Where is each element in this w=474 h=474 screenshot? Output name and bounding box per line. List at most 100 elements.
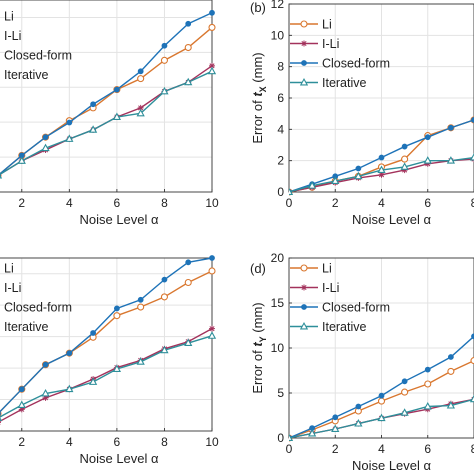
data-point-closed-form — [113, 305, 120, 312]
data-point-iterative — [331, 176, 340, 184]
data-point-iterative — [377, 165, 386, 174]
legend-marker-closed-form — [301, 60, 307, 66]
data-point-li — [137, 75, 145, 83]
data-point-iterative — [136, 357, 145, 365]
data-point-closed-form — [137, 296, 144, 303]
data-point-iterative — [377, 413, 386, 422]
data-point-li — [447, 367, 455, 375]
data-point-closed-form — [401, 143, 408, 150]
x-tick-label: 2 — [18, 196, 25, 210]
series-line-closed-form — [0, 12, 213, 175]
data-point-closed-form — [161, 276, 168, 283]
x-tick-label: 4 — [66, 196, 73, 210]
legend-label-iterative: Iterative — [322, 320, 367, 334]
data-point-iterative — [112, 364, 122, 372]
data-point-iterative — [400, 408, 409, 416]
data-point-closed-form — [424, 134, 431, 141]
data-point-li — [160, 56, 168, 64]
legend-label-iterative: Iterative — [4, 68, 49, 82]
data-point-iterative — [289, 187, 294, 195]
x-tick-label: 0 — [286, 442, 293, 456]
data-point-closed-form — [185, 20, 192, 27]
x-tick-label: 10 — [205, 196, 219, 210]
data-point-closed-form — [447, 354, 454, 360]
panel-2: 0 2 4 6 8 0 2 4 6 8 10 12 Noise Level α Error of tX (… — [250, 0, 474, 227]
data-point-iterative — [354, 419, 363, 427]
x-axis-label: Noise Level α — [352, 212, 432, 227]
x-tick-label: 4 — [66, 435, 73, 449]
data-point-closed-form — [42, 134, 49, 141]
series-layer — [289, 333, 474, 442]
data-point-closed-form — [18, 386, 25, 393]
y-tick-label: 12 — [271, 0, 285, 11]
data-point-li — [208, 23, 216, 31]
x-tick-label: 6 — [114, 435, 121, 449]
data-point-iterative — [307, 181, 317, 189]
data-point-closed-form — [471, 333, 474, 340]
legend: Li I-Li Closed-form Iterative — [4, 10, 72, 83]
data-point-iterative — [354, 171, 363, 180]
data-point-closed-form — [471, 117, 474, 123]
legend-marker-li — [300, 20, 308, 28]
legend-label-iterative: Iterative — [322, 76, 367, 90]
panel-3: 2 4 6 8 10 Noise Level α Li I-Li Closed-form Iter… — [0, 255, 219, 466]
data-point-li — [401, 388, 409, 396]
data-point-iterative — [446, 401, 456, 409]
data-point-iterative — [136, 108, 145, 117]
data-point-iterative — [207, 331, 217, 339]
data-point-closed-form — [66, 119, 73, 126]
x-axis-label: Noise Level α — [352, 458, 432, 473]
data-point-iterative — [88, 125, 98, 133]
panel-label: (b) — [250, 0, 266, 15]
x-tick-label: 2 — [332, 196, 339, 210]
data-point-iterative — [184, 338, 193, 347]
data-point-closed-form — [137, 68, 144, 75]
data-point-closed-form — [355, 165, 362, 172]
data-point-li — [208, 267, 216, 275]
data-point-iterative — [184, 77, 193, 86]
y-tick-label: 20 — [271, 251, 285, 265]
data-point-i-li — [137, 104, 144, 111]
legend-label-closed-form: Closed-form — [322, 301, 390, 315]
data-point-iterative — [160, 86, 169, 95]
data-point-iterative — [207, 66, 217, 75]
data-point-iterative — [112, 112, 122, 120]
legend-label-closed-form: Closed-form — [4, 49, 72, 63]
data-point-closed-form — [378, 154, 385, 161]
x-axis-label: Noise Level α — [79, 212, 159, 227]
legend-label-li: Li — [4, 262, 14, 276]
y-axis-label: Error of tY (mm) — [250, 302, 268, 393]
legend: Li I-Li Closed-form Iterative — [4, 262, 72, 335]
y-tick-label: 2 — [277, 154, 284, 168]
data-point-iterative — [0, 174, 3, 179]
data-point-closed-form — [90, 101, 97, 108]
data-point-closed-form — [424, 366, 431, 373]
legend-label-iterative: Iterative — [4, 320, 49, 334]
legend-label-closed-form: Closed-form — [322, 57, 390, 71]
panel-4: 0 2 4 6 8 0 5 10 15 20 Noise Level α Error of tY (m… — [250, 251, 474, 473]
panel-1: 2 4 6 8 10 Noise Level α Li I-Li Closed-form Iter… — [0, 0, 219, 227]
legend-label-li: Li — [4, 10, 14, 24]
data-point-iterative — [65, 134, 74, 142]
data-point-closed-form — [113, 86, 120, 93]
y-tick-label: 6 — [277, 91, 284, 105]
axes-frame — [0, 257, 213, 432]
legend-label-i-li: I-Li — [322, 37, 339, 51]
data-point-iterative — [65, 384, 74, 393]
data-point-closed-form — [378, 392, 385, 399]
legend-label-li: Li — [322, 262, 332, 276]
y-tick-label: 0 — [277, 185, 284, 199]
data-point-closed-form — [447, 124, 454, 131]
series-line-closed-form — [0, 257, 213, 413]
y-axis-label: Error of tX (mm) — [250, 52, 268, 143]
y-tick-label: 15 — [271, 296, 285, 310]
data-point-li — [401, 155, 409, 163]
x-tick-label: 6 — [424, 442, 431, 456]
data-point-iterative — [469, 152, 474, 161]
data-point-i-li — [401, 167, 408, 174]
y-tick-label: 10 — [271, 341, 285, 355]
data-point-closed-form — [66, 350, 73, 357]
legend-label-li: Li — [322, 18, 332, 32]
y-tick-label: 4 — [277, 122, 284, 136]
legend-marker-iterative — [299, 321, 309, 330]
